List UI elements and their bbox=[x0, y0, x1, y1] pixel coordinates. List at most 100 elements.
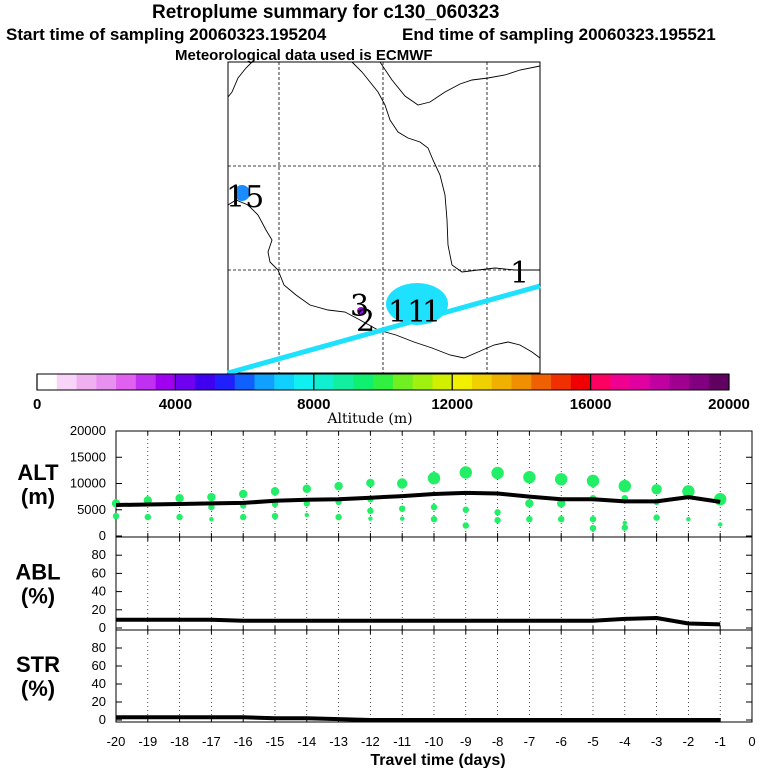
colorbar-cell bbox=[155, 374, 176, 390]
colorbar-cell bbox=[432, 374, 453, 390]
scatter-point bbox=[271, 512, 279, 520]
x-tick-label: -6 bbox=[555, 734, 567, 749]
x-tick-label: -8 bbox=[492, 734, 504, 749]
met-data-label: Meteorological data used is ECMWF bbox=[175, 47, 433, 64]
series-line bbox=[115, 490, 721, 507]
series-line bbox=[116, 715, 721, 722]
colorbar-cell bbox=[551, 374, 572, 390]
scatter-point bbox=[367, 507, 374, 514]
scatter-point bbox=[112, 512, 120, 520]
y-tick-label: 80 bbox=[92, 640, 106, 655]
chart-title: Retroplume summary for c130_060323 bbox=[152, 2, 500, 23]
x-tick-label: -18 bbox=[170, 734, 189, 749]
scatter-point bbox=[526, 516, 533, 523]
y-tick-label: 40 bbox=[92, 584, 106, 599]
x-axis-title: Travel time (days) bbox=[370, 752, 505, 768]
colorbar-cell bbox=[373, 374, 394, 390]
scatter-point bbox=[397, 478, 408, 489]
x-tick-label: -7 bbox=[524, 734, 536, 749]
y-tick-label: 0 bbox=[99, 712, 106, 727]
y-tick-label: 20 bbox=[92, 694, 106, 709]
x-tick-label: -16 bbox=[234, 734, 253, 749]
scatter-point bbox=[686, 517, 691, 522]
colorbar-cell bbox=[175, 374, 196, 390]
x-tick-label: -20 bbox=[107, 734, 126, 749]
start-time-label: Start time of sampling 20060323.195204 bbox=[6, 25, 327, 44]
plume-cluster-15 bbox=[234, 185, 250, 201]
scatter-point bbox=[459, 466, 472, 479]
panel-label: ABL bbox=[15, 560, 60, 585]
scatter-point bbox=[622, 520, 627, 526]
scatter-point bbox=[462, 506, 469, 513]
map-label: 3 bbox=[350, 289, 369, 324]
panel-label: ALT bbox=[17, 460, 59, 485]
series-line bbox=[116, 616, 721, 627]
scatter-point bbox=[240, 513, 247, 521]
scatter-point bbox=[555, 473, 568, 486]
coastline bbox=[379, 61, 541, 106]
scatter-point bbox=[586, 474, 600, 488]
map-label: 1 bbox=[422, 295, 441, 330]
time-series-panels: 20000150001000050000ALT(m)806040200ABL(%… bbox=[15, 423, 755, 768]
scatter-point bbox=[399, 505, 406, 512]
scatter-point bbox=[558, 516, 565, 523]
map-label: 2 bbox=[356, 304, 375, 339]
colorbar-cell bbox=[313, 374, 335, 390]
x-tick-label: -5 bbox=[587, 734, 599, 749]
plume-cluster-ellipse bbox=[386, 283, 448, 325]
x-tick-label: -12 bbox=[361, 734, 380, 749]
scatter-point bbox=[462, 522, 469, 529]
panel-frame bbox=[115, 629, 753, 723]
colorbar-cell bbox=[669, 374, 690, 390]
x-tick-label: -14 bbox=[297, 734, 316, 749]
x-tick-label: -10 bbox=[425, 734, 444, 749]
x-tick-label: -2 bbox=[683, 734, 695, 749]
colorbar-tick-label: 8000 bbox=[297, 396, 330, 413]
x-tick-label: -11 bbox=[393, 734, 411, 749]
colorbar-tick-label: 0 bbox=[33, 396, 41, 413]
x-tick-label: 0 bbox=[748, 734, 755, 749]
panel-alt: 20000 15000 10000 5000 0 ALT(m) bbox=[17, 423, 753, 543]
colorbar-cell bbox=[649, 374, 671, 390]
colorbar-cell bbox=[491, 374, 513, 390]
x-tick-label: -19 bbox=[138, 734, 157, 749]
y-tick-label: 80 bbox=[92, 547, 106, 562]
colorbar-tick-label: 4000 bbox=[159, 396, 192, 413]
scatter-point bbox=[270, 487, 280, 496]
coastline bbox=[351, 61, 540, 273]
panel-abl: 80 60 40 20 0 ABL(%) bbox=[15, 536, 753, 635]
scatter-point bbox=[651, 484, 662, 495]
colorbar-cell bbox=[195, 374, 216, 390]
y-tick-label: 10000 bbox=[70, 476, 106, 491]
colorbar-cell bbox=[234, 374, 255, 390]
scatter-point bbox=[334, 481, 343, 491]
x-tick-label: -3 bbox=[651, 734, 663, 749]
scatter-point bbox=[144, 513, 151, 521]
y-tick-label: 5000 bbox=[77, 502, 106, 517]
colorbar-title: Altitude (m) bbox=[326, 411, 412, 427]
colorbar-cell bbox=[214, 374, 236, 390]
scatter-point bbox=[618, 479, 631, 493]
y-tick-label: 15000 bbox=[70, 449, 106, 464]
y-tick-label: 60 bbox=[92, 565, 106, 580]
scatter-point bbox=[400, 516, 405, 521]
altitude-colorbar: 0 4000 8000 12000 16000 20000 Altitude (m) bbox=[33, 373, 750, 427]
colorbar-cell bbox=[254, 374, 275, 390]
colorbar-cell bbox=[689, 374, 710, 390]
panel-label: STR bbox=[16, 652, 60, 677]
x-tick-label: -13 bbox=[329, 734, 348, 749]
colorbar-cell bbox=[37, 374, 58, 390]
scatter-point bbox=[557, 499, 566, 508]
scatter-point bbox=[209, 517, 214, 522]
y-tick-label: 60 bbox=[92, 658, 106, 673]
map-label: 15 bbox=[226, 180, 264, 215]
scatter-point bbox=[335, 513, 342, 521]
y-tick-label: 20000 bbox=[70, 423, 106, 438]
scatter-point bbox=[430, 516, 438, 523]
panel-label-unit: (m) bbox=[21, 484, 55, 509]
colorbar-cell bbox=[353, 374, 374, 390]
trajectory-line bbox=[227, 283, 541, 376]
scatter-point bbox=[494, 509, 501, 516]
map-label: 11 bbox=[388, 295, 426, 330]
